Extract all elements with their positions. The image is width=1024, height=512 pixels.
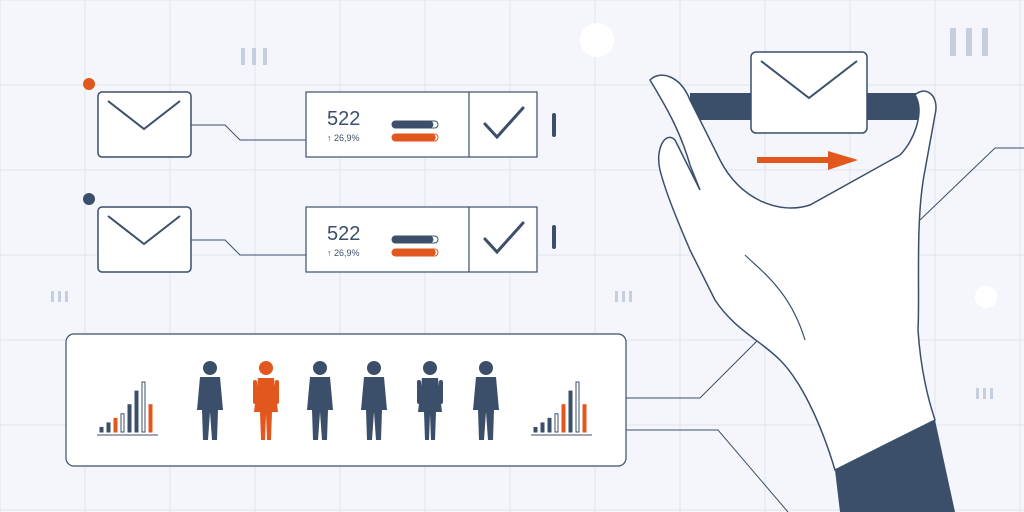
- histogram-bar: [568, 390, 573, 433]
- decorative-circle: [580, 23, 614, 57]
- histogram-bar: [575, 381, 580, 433]
- people-row: [197, 361, 499, 440]
- envelope-icon[interactable]: [97, 206, 192, 273]
- person-woman-icon: [253, 361, 279, 440]
- progress-fill-top: [392, 236, 434, 243]
- stat-value: 522: [327, 223, 360, 245]
- histogram-bar: [127, 404, 132, 433]
- checkmark-icon[interactable]: [483, 221, 525, 255]
- histogram-bar: [106, 422, 111, 433]
- stat-change: ↑ 26,9%: [327, 133, 360, 143]
- histogram-bar: [134, 390, 139, 433]
- histogram-bar: [582, 404, 587, 433]
- histogram-bar: [113, 417, 118, 433]
- cursor-bar: [552, 225, 556, 249]
- hand-outline: [649, 74, 937, 472]
- person-man-icon: [473, 361, 499, 440]
- histogram-bar: [554, 413, 559, 433]
- progress-fill-bottom: [392, 249, 436, 256]
- histogram-right: [531, 381, 592, 436]
- status-dot: [83, 78, 95, 90]
- checkmark-icon[interactable]: [483, 106, 525, 140]
- histogram-bar: [547, 417, 552, 433]
- envelope-icon[interactable]: [750, 51, 868, 134]
- histogram-bar: [540, 422, 545, 433]
- histogram-bar: [148, 404, 153, 433]
- person-woman-icon: [417, 361, 443, 440]
- histogram-bar: [141, 381, 146, 433]
- audience-panel: [65, 333, 627, 467]
- hand-crease: [744, 254, 806, 341]
- person-man-icon: [307, 361, 333, 440]
- campaign-row: 522 ↑ 26,9%: [83, 193, 556, 273]
- stat-change: ↑ 26,9%: [327, 248, 360, 258]
- hand-icon: [649, 51, 955, 512]
- stats-card: 522 ↑ 26,9%: [305, 206, 538, 273]
- histogram-bar: [533, 426, 538, 433]
- arrow-right-icon: [757, 151, 858, 170]
- histogram-bar: [99, 426, 104, 433]
- envelope-icon[interactable]: [97, 91, 192, 158]
- histogram-bar: [561, 404, 566, 433]
- stats-card: 522 ↑ 26,9%: [305, 91, 538, 158]
- status-dot: [83, 193, 95, 205]
- decorative-circle: [975, 286, 997, 308]
- progress-fill-top: [392, 121, 434, 128]
- stat-value: 522: [327, 108, 360, 130]
- sleeve: [835, 420, 955, 512]
- cursor-bar: [552, 113, 556, 137]
- progress-fill-bottom: [392, 134, 436, 141]
- histogram-left: [97, 381, 158, 436]
- connector-lines: [191, 124, 1024, 512]
- person-man-icon: [361, 361, 387, 440]
- campaign-row: 522 ↑ 26,9%: [83, 78, 556, 158]
- decorative-ticks: [51, 28, 993, 399]
- person-man-icon: [197, 361, 223, 440]
- histogram-bar: [120, 413, 125, 433]
